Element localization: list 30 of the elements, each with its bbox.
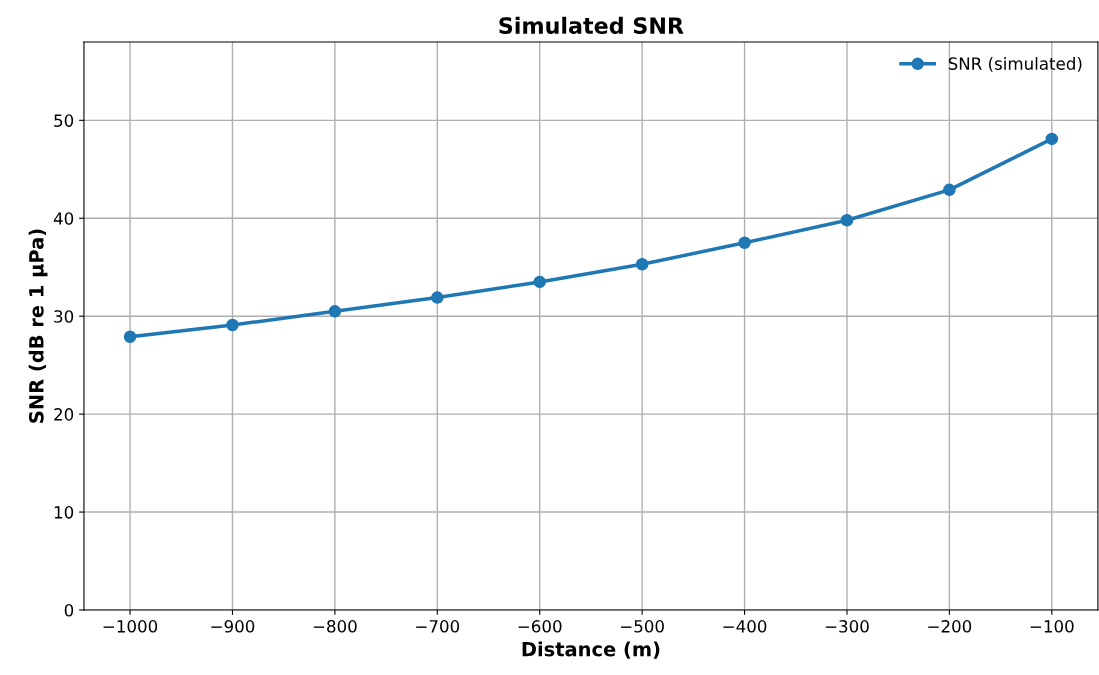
y-tick-label: 20 bbox=[54, 408, 74, 421]
point bbox=[840, 213, 854, 227]
x-tick-label: −900 bbox=[211, 620, 255, 633]
point bbox=[533, 275, 546, 289]
y-tick-label: 30 bbox=[54, 310, 74, 323]
y-tick-label: 10 bbox=[54, 506, 74, 519]
legend-label: SNR (simulated) bbox=[948, 56, 1082, 72]
point bbox=[431, 291, 444, 304]
point bbox=[226, 318, 239, 332]
point bbox=[328, 305, 342, 318]
x-tick-label: −600 bbox=[518, 620, 562, 633]
x-axis-title: Distance (m) bbox=[522, 641, 660, 659]
x-tick-label: −500 bbox=[621, 620, 664, 633]
y-tick-label: 0 bbox=[64, 603, 74, 617]
point bbox=[738, 236, 751, 249]
x-tick-label: −300 bbox=[825, 620, 869, 633]
point bbox=[635, 258, 649, 271]
x-tick-label: −800 bbox=[313, 620, 357, 633]
y-tick-label: 40 bbox=[53, 212, 74, 225]
x-tick-label: −200 bbox=[928, 620, 972, 633]
x-tick-label: −1000 bbox=[103, 620, 158, 633]
x-tick-label: −100 bbox=[1030, 620, 1074, 633]
point bbox=[123, 330, 137, 344]
point bbox=[1045, 132, 1059, 146]
y-axis-title: SNR (dB re 1 µPa) bbox=[28, 229, 48, 423]
point bbox=[943, 183, 956, 197]
x-tick-label: −700 bbox=[416, 620, 460, 633]
x-tick-label: −400 bbox=[723, 620, 767, 633]
y-tick-label: 50 bbox=[54, 114, 74, 127]
chart-title: Simulated SNR bbox=[499, 16, 684, 34]
